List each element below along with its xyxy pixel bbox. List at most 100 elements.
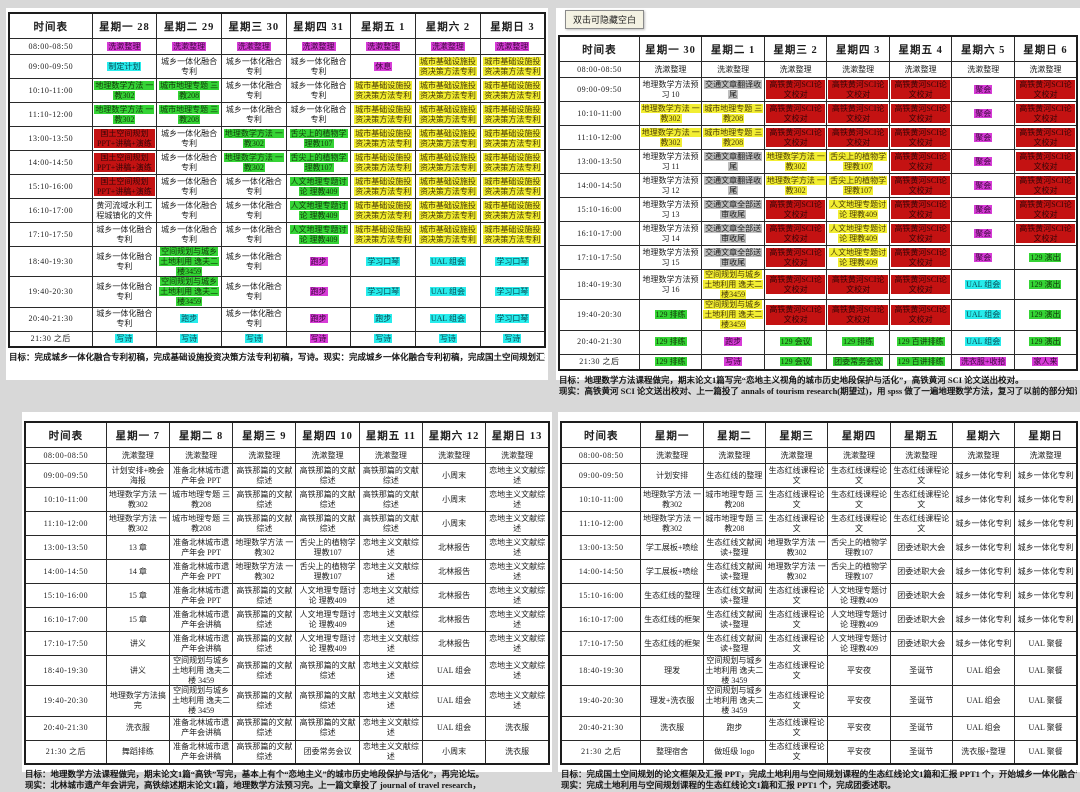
schedule-cell[interactable]: UAL 组会 (421, 685, 487, 717)
schedule-cell[interactable]: 洗漱整理 (951, 61, 1015, 78)
schedule-cell[interactable]: 洗漱整理 (232, 447, 297, 464)
schedule-cell[interactable]: 国土空间规划 PPT+讲稿+演练 (91, 150, 158, 175)
schedule-cell[interactable]: UAL 组会 (415, 306, 481, 332)
schedule-cell[interactable]: 学工展板+喷绘 (640, 559, 704, 584)
schedule-cell[interactable]: 恋地主义文献综述 (485, 654, 550, 687)
schedule-cell[interactable]: 学习口琴 (479, 306, 546, 332)
schedule-cell[interactable]: 洗漱整理 (951, 447, 1016, 464)
schedule-cell[interactable]: 城市地理专题 三教208 (156, 78, 222, 103)
schedule-cell[interactable]: UAL 组会 (951, 299, 1015, 331)
time-cell[interactable]: 18:40-19:30 (558, 268, 640, 301)
schedule-cell[interactable]: 恋地主义文献综述 (358, 583, 423, 608)
time-cell[interactable]: 09:00-09:50 (558, 77, 640, 102)
schedule-cell[interactable]: 跑步 (702, 715, 767, 741)
time-cell[interactable]: 13:00-13:50 (560, 535, 642, 560)
schedule-cell[interactable]: 129 会议 (763, 329, 828, 355)
schedule-cell[interactable]: 生态红线课程论文 (827, 511, 891, 536)
time-cell[interactable]: 11:10-12:00 (558, 125, 640, 150)
schedule-cell[interactable]: 小周末 (421, 463, 487, 488)
schedule-cell[interactable]: 制定计划 (91, 54, 158, 79)
schedule-cell[interactable]: 城市基础设施投资决策方法专利 (350, 222, 417, 247)
schedule-cell[interactable]: 高铁那篇的文献综述 (358, 487, 423, 512)
schedule-cell[interactable]: 高铁黄河SCI论文校对 (763, 221, 828, 246)
schedule-cell[interactable]: 团委述职大会 (889, 607, 953, 632)
schedule-cell[interactable]: 高铁黄河SCI论文校对 (888, 245, 953, 270)
schedule-cell[interactable]: 高铁那篇的文献综述 (295, 715, 360, 741)
schedule-cell[interactable]: 舌尖上的植物学 理教107 (295, 559, 360, 584)
time-cell[interactable]: 16:10-17:00 (24, 607, 107, 632)
time-cell[interactable]: 19:40-20:30 (24, 685, 107, 717)
schedule-cell[interactable]: 圣诞节 (889, 739, 953, 765)
schedule-cell[interactable]: 高铁那篇的文献综述 (358, 511, 423, 536)
schedule-cell[interactable]: 理发 (640, 654, 704, 687)
schedule-cell[interactable]: 交通文章翻译收尾 (701, 149, 765, 174)
schedule-cell[interactable]: 129 百讲排练 (888, 329, 953, 355)
time-cell[interactable]: 19:40-20:30 (560, 685, 642, 717)
schedule-cell[interactable]: 15 章 (105, 583, 170, 608)
schedule-cell[interactable]: 洗衣服 (640, 715, 704, 741)
schedule-cell[interactable]: 高铁那篇的文献综述 (358, 463, 423, 488)
schedule-cell[interactable]: 人文地理专题讨论 理教409 (827, 583, 891, 608)
schedule-cell[interactable]: 城乡一体化融合专利 (285, 102, 352, 127)
schedule-cell[interactable]: 高铁黄河SCI论文校对 (763, 268, 828, 301)
schedule-cell[interactable]: 恋地主义文献综述 (485, 487, 550, 512)
time-cell[interactable]: 18:40-19:30 (24, 654, 107, 687)
schedule-cell[interactable]: 129 演出 (1013, 268, 1078, 301)
schedule-cell[interactable]: 城市基础设施投资决策方法专利 (415, 174, 481, 199)
schedule-cell[interactable]: 恋地主义文献综述 (358, 654, 423, 687)
schedule-cell[interactable]: 高铁那篇的文献综述 (232, 654, 297, 687)
time-cell[interactable]: 15:10-16:00 (560, 583, 642, 608)
schedule-cell[interactable]: 学习口琴 (479, 276, 546, 308)
schedule-cell[interactable]: 家人来 (1013, 353, 1078, 371)
schedule-cell[interactable]: 地理数学方法预习 11 (638, 149, 703, 174)
day-header[interactable]: 星期四 (827, 421, 891, 448)
time-cell[interactable]: 08:00-08:50 (24, 447, 107, 464)
time-cell[interactable]: 20:40-21:30 (8, 306, 93, 332)
schedule-cell[interactable]: 恋地主义文献综述 (485, 607, 550, 632)
schedule-cell[interactable]: 城市基础设施投资决策方法专利 (350, 174, 417, 199)
schedule-cell[interactable]: 交通文章全部送审收尾 (701, 221, 765, 246)
schedule-cell[interactable]: 洗漱整理 (826, 61, 890, 78)
schedule-cell[interactable]: 写诗 (91, 330, 158, 348)
schedule-cell[interactable]: 洗漱整理 (889, 447, 953, 464)
schedule-cell[interactable]: 黄河流域水利工程城镇化的文件 (91, 198, 158, 223)
time-cell[interactable]: 08:00-08:50 (558, 61, 640, 78)
time-cell[interactable]: 09:00-09:50 (8, 54, 93, 79)
schedule-cell[interactable]: 地理数学方法 一教302 (765, 535, 829, 560)
schedule-cell[interactable]: 空间规划与城乡土地利用 逸夫二楼3459 (701, 299, 765, 331)
schedule-cell[interactable]: 交通文章翻译收尾 (701, 77, 765, 102)
schedule-cell[interactable]: 129 会议 (763, 353, 828, 371)
schedule-cell[interactable]: 城乡一体化专利 (1014, 487, 1078, 512)
schedule-cell[interactable]: 129 演出 (1013, 245, 1078, 270)
schedule-cell[interactable]: 城市基础设施投资决策方法专利 (350, 102, 417, 127)
day-header[interactable]: 星期二 8 (168, 421, 234, 448)
schedule-cell[interactable]: 高铁黄河SCI论文校对 (826, 77, 890, 102)
schedule-cell[interactable]: UAL 聚餐 (1014, 631, 1078, 656)
schedule-cell[interactable]: 高铁黄河SCI论文校对 (888, 197, 953, 222)
schedule-cell[interactable]: 聚会 (951, 149, 1015, 174)
schedule-cell[interactable]: 恋地主义文献综述 (485, 535, 550, 560)
schedule-cell[interactable]: 城乡一体化融合专利 (156, 54, 222, 79)
schedule-cell[interactable]: 洗衣服 (485, 739, 550, 765)
schedule-cell[interactable]: 恋地主义文献综述 (485, 511, 550, 536)
time-cell[interactable]: 14:00-14:50 (24, 559, 107, 584)
schedule-cell[interactable]: 高铁那篇的文献综述 (232, 607, 297, 632)
schedule-cell[interactable]: 高铁黄河SCI论文校对 (1013, 221, 1078, 246)
schedule-cell[interactable]: 聚会 (951, 221, 1015, 246)
day-header[interactable]: 星期五 1 (350, 12, 417, 39)
schedule-cell[interactable]: 人文地理专题讨论 理教409 (827, 631, 891, 656)
time-cell[interactable]: 08:00-08:50 (560, 447, 642, 464)
schedule-cell[interactable]: 洗漱整理 (1014, 447, 1078, 464)
schedule-cell[interactable]: 讲义 (105, 654, 170, 687)
schedule-cell[interactable]: 城市基础设施投资决策方法专利 (479, 150, 546, 175)
schedule-cell[interactable]: 聚会 (951, 245, 1015, 270)
schedule-cell[interactable]: 城乡一体化融合专利 (220, 78, 287, 103)
schedule-cell[interactable]: 准备北林城市遗产年会 PPT (168, 463, 234, 488)
schedule-cell[interactable]: 恋地主义文献综述 (485, 631, 550, 656)
schedule-cell[interactable]: 城市基础设施投资决策方法专利 (350, 198, 417, 223)
schedule-cell[interactable]: 洗漱整理 (358, 447, 423, 464)
schedule-cell[interactable]: 生态红线课程论文 (765, 487, 829, 512)
schedule-cell[interactable]: 地理数学方法 一教302 (640, 511, 704, 536)
schedule-cell[interactable]: 高铁黄河SCI论文校对 (826, 101, 890, 126)
time-column-header[interactable]: 时间表 (24, 421, 107, 448)
